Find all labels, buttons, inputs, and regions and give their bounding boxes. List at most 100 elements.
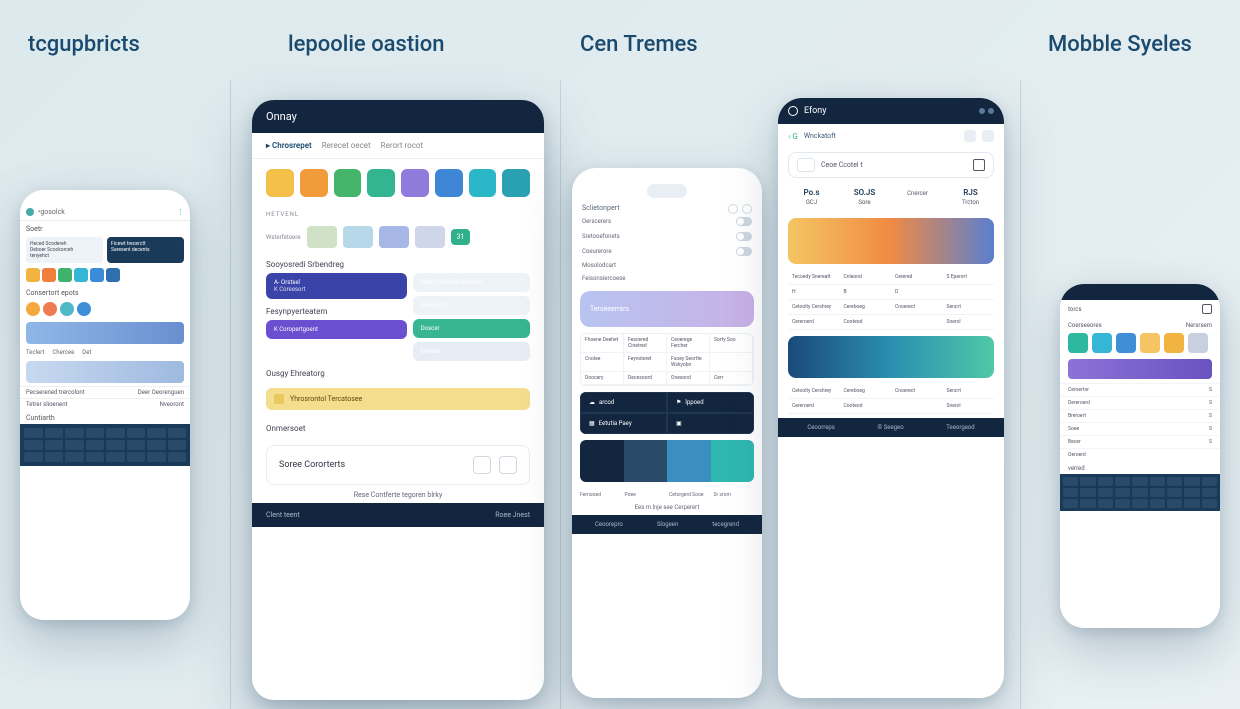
list-row: SoeeS bbox=[1060, 422, 1220, 435]
back-icon[interactable]: ‹ G bbox=[788, 132, 798, 141]
gradient-card[interactable] bbox=[26, 361, 184, 383]
bottom-bar: Ceoorepro Slogeen tecegrend bbox=[572, 515, 762, 534]
tab-active[interactable]: ▸ Chrosrepet bbox=[266, 141, 312, 150]
gradient-card[interactable]: Terseeerrars bbox=[580, 291, 754, 327]
txt: Femooed bbox=[580, 492, 621, 498]
action-icon[interactable] bbox=[499, 456, 517, 474]
chip[interactable] bbox=[60, 302, 74, 316]
yellow-card[interactable]: Yhrosrontol Tercatosee bbox=[266, 388, 530, 410]
swatch[interactable] bbox=[469, 169, 497, 197]
gradient-card[interactable] bbox=[26, 322, 184, 344]
swatch-row bbox=[252, 159, 544, 207]
mini-swatch[interactable] bbox=[343, 226, 373, 248]
bottom-item[interactable]: Ceoorreps bbox=[807, 424, 835, 431]
swatch[interactable] bbox=[624, 440, 668, 482]
swatch[interactable] bbox=[74, 268, 88, 282]
gradient-card[interactable] bbox=[1068, 359, 1212, 379]
section-label: Coerseeores bbox=[1068, 322, 1102, 329]
toggle[interactable] bbox=[736, 247, 752, 256]
section-label: Soetr bbox=[20, 221, 190, 235]
swatch[interactable] bbox=[367, 169, 395, 197]
bottom-item[interactable]: Teeorgeod bbox=[946, 424, 974, 431]
dark-item[interactable]: ▦Eetutia Paey bbox=[580, 413, 667, 434]
mini-swatch[interactable] bbox=[379, 226, 409, 248]
swatch[interactable] bbox=[1068, 333, 1088, 353]
keyboard[interactable] bbox=[20, 424, 190, 466]
bottom-item[interactable]: Slogeen bbox=[657, 521, 679, 528]
square-icon[interactable] bbox=[982, 130, 994, 142]
card[interactable]: K Coropertgoent bbox=[266, 320, 407, 339]
chip[interactable] bbox=[77, 302, 91, 316]
grid-icon: ▦ bbox=[589, 420, 595, 427]
chip[interactable] bbox=[43, 302, 57, 316]
dark-item[interactable]: ⚑lppoed bbox=[667, 392, 754, 413]
section-label: Fesynpyerteatern bbox=[266, 299, 407, 320]
flag-icon: ⚑ bbox=[676, 399, 681, 406]
tab[interactable]: Rerort rocot bbox=[381, 141, 423, 150]
bottom-item[interactable]: Ceoorepro bbox=[595, 521, 623, 528]
tab[interactable]: Rerecet oecet bbox=[322, 141, 371, 150]
swatch[interactable] bbox=[42, 268, 56, 282]
swatch[interactable] bbox=[580, 440, 624, 482]
swatch[interactable] bbox=[667, 440, 711, 482]
gradient-banner[interactable] bbox=[788, 218, 994, 264]
swatch[interactable] bbox=[1092, 333, 1112, 353]
side-card[interactable]: Eterees bbox=[413, 342, 530, 361]
side-card[interactable]: Soboed D bbox=[413, 296, 530, 315]
txt: Coeurerore bbox=[582, 248, 612, 255]
side-card[interactable]: Cere Pilscerce Ooscser bbox=[413, 273, 530, 292]
swatch[interactable] bbox=[1164, 333, 1184, 353]
txt: Saresent decents bbox=[111, 247, 180, 253]
card-light[interactable]: Heced Scodereh Deboer Scockorceh tenyehc… bbox=[26, 237, 103, 263]
card[interactable]: A- Orstsel K Coreesort bbox=[266, 273, 407, 299]
mini-swatch[interactable] bbox=[307, 226, 337, 248]
swatch[interactable] bbox=[58, 268, 72, 282]
tab[interactable]: Chercee bbox=[52, 349, 74, 356]
section-label: Sooyosredi Srbendreg bbox=[252, 252, 544, 273]
dot-icon bbox=[979, 108, 985, 114]
square-icon[interactable] bbox=[964, 130, 976, 142]
pill-card[interactable]: Ceoe Ccotel t bbox=[788, 152, 994, 178]
side-card[interactable]: Doscer bbox=[413, 319, 530, 338]
gradient-banner[interactable] bbox=[788, 336, 994, 378]
menu-icon[interactable] bbox=[1202, 304, 1212, 314]
txt: Poee bbox=[625, 492, 666, 498]
swatch[interactable] bbox=[106, 268, 120, 282]
swatch[interactable] bbox=[1116, 333, 1136, 353]
swatch[interactable] bbox=[1140, 333, 1160, 353]
swatch[interactable] bbox=[26, 268, 40, 282]
mini-swatch[interactable] bbox=[415, 226, 445, 248]
tab[interactable]: Teclert bbox=[26, 349, 44, 356]
search-row[interactable]: •gosolck ⋮ bbox=[20, 204, 190, 221]
dark-item[interactable]: ▣ bbox=[667, 413, 754, 434]
txt: Feisonsiercoese bbox=[582, 275, 625, 282]
action-icon[interactable] bbox=[473, 456, 491, 474]
bottom-item[interactable]: tecegrend bbox=[712, 521, 739, 528]
col-title-1: tcgupbricts bbox=[28, 32, 140, 57]
swatch[interactable] bbox=[711, 440, 755, 482]
toggle[interactable] bbox=[736, 232, 752, 241]
swatch[interactable] bbox=[502, 169, 530, 197]
tablet-b: Onnay ▸ Chrosrepet Rerecet oecet Rerort … bbox=[252, 100, 544, 700]
swatch[interactable] bbox=[401, 169, 429, 197]
swatch[interactable] bbox=[435, 169, 463, 197]
bottom-bar: Clent teent Roee Jnest bbox=[252, 503, 544, 527]
bottom-item[interactable]: Clent teent bbox=[266, 511, 300, 519]
dark-item[interactable]: ☁arcod bbox=[580, 392, 667, 413]
swatch[interactable] bbox=[90, 268, 104, 282]
chip[interactable] bbox=[26, 302, 40, 316]
thumb-icon bbox=[797, 158, 815, 172]
swatch[interactable] bbox=[1188, 333, 1208, 353]
txt: Sretooefonets bbox=[582, 233, 620, 240]
swatch[interactable] bbox=[300, 169, 328, 197]
swatch[interactable] bbox=[266, 169, 294, 197]
keyboard[interactable] bbox=[1060, 474, 1220, 511]
tab[interactable]: Det bbox=[82, 349, 91, 356]
td: Cnolee bbox=[581, 353, 624, 372]
expand-icon[interactable] bbox=[973, 159, 985, 171]
toggle[interactable] bbox=[736, 217, 752, 226]
bottom-item[interactable]: Roee Jnest bbox=[495, 511, 530, 519]
bottom-item[interactable]: © Seegeo bbox=[878, 424, 904, 431]
card-dark[interactable]: Ficewt trecerctt Saresent decents bbox=[107, 237, 184, 263]
swatch[interactable] bbox=[334, 169, 362, 197]
